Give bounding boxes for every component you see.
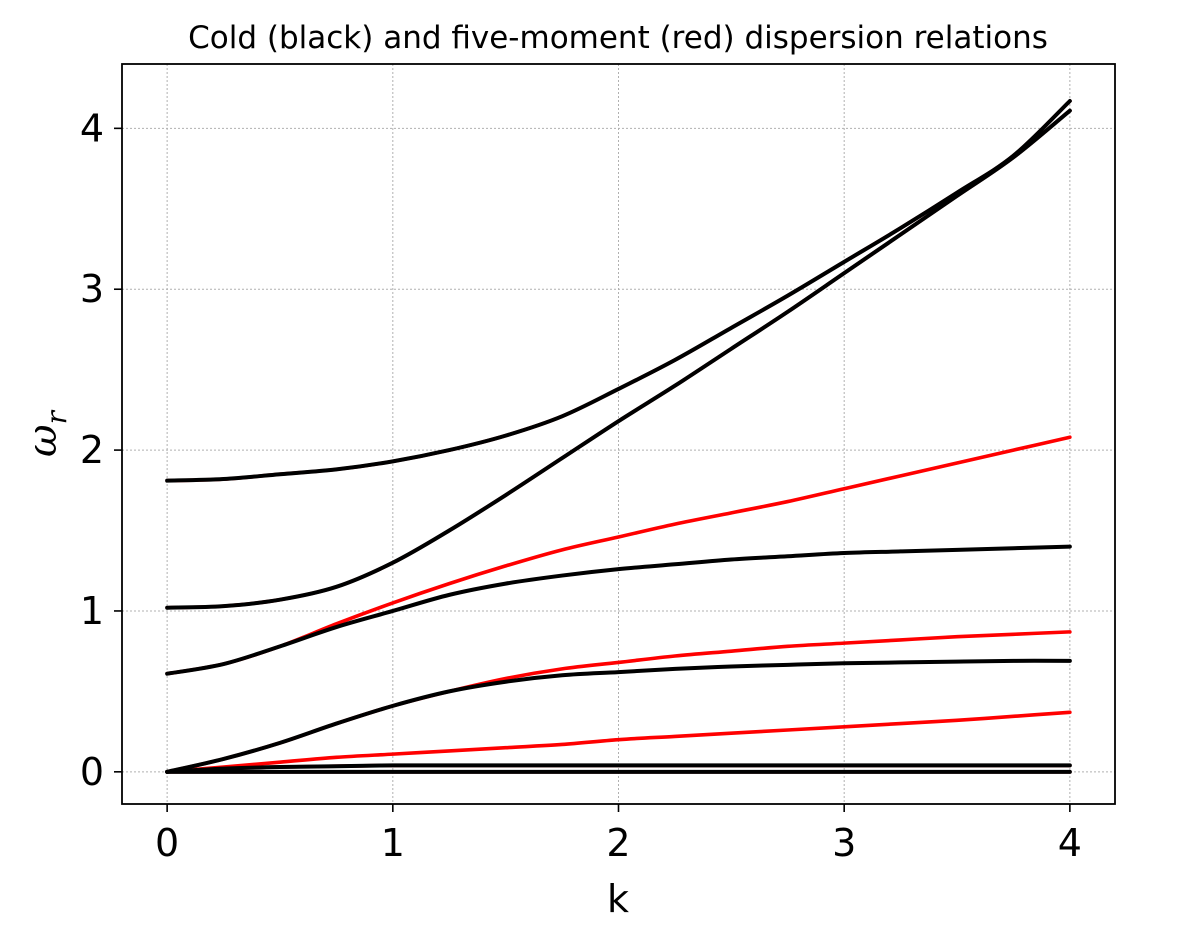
y-tick-label: 1 <box>80 589 104 633</box>
cold-branch-line-4 <box>165 658 1072 774</box>
x-tick-label: 4 <box>1058 821 1082 865</box>
y-tick-label: 4 <box>80 106 104 150</box>
cold-branch-line-1 <box>165 99 1072 483</box>
x-axis-label: k <box>607 877 629 921</box>
axis-ticks: 0 1 2 3 4 0 1 2 3 4 <box>80 106 1082 865</box>
y-tick-label: 0 <box>80 750 104 794</box>
y-axis-label: ωr <box>20 409 73 457</box>
cold-branch-line-2 <box>165 108 1072 610</box>
x-tick-label: 2 <box>606 821 630 865</box>
cold-branch-line-5 <box>165 763 1072 774</box>
y-tick-label: 3 <box>80 267 104 311</box>
chart-title: Cold (black) and five-moment (red) dispe… <box>188 20 1048 56</box>
x-tick-label: 1 <box>381 821 405 865</box>
y-tick-label: 2 <box>80 428 104 472</box>
x-tick-label: 0 <box>155 821 179 865</box>
five-moment-branch-line-5 <box>165 710 1072 774</box>
series-lines <box>165 99 1072 774</box>
grid-lines <box>122 64 1115 804</box>
cold-branch-line-3 <box>165 544 1072 676</box>
x-tick-label: 3 <box>832 821 856 865</box>
